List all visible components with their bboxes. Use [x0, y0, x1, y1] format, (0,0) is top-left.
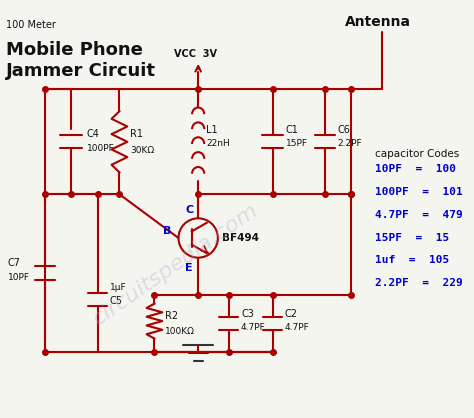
- Text: 2.2PF  =  229: 2.2PF = 229: [375, 278, 463, 288]
- Text: 10PF: 10PF: [8, 273, 30, 282]
- Text: 15PF  =  15: 15PF = 15: [375, 233, 456, 242]
- Text: C6: C6: [337, 125, 350, 135]
- Text: 22nH: 22nH: [206, 139, 230, 148]
- Text: C4: C4: [87, 130, 100, 140]
- Text: E: E: [185, 263, 193, 273]
- Text: VCC  3V: VCC 3V: [174, 48, 218, 59]
- Text: C1: C1: [286, 125, 299, 135]
- Text: 100KΩ: 100KΩ: [165, 327, 195, 336]
- Text: C3: C3: [241, 309, 254, 319]
- Text: C7: C7: [8, 258, 21, 268]
- Text: BF494: BF494: [222, 233, 259, 243]
- Text: 100PF: 100PF: [87, 143, 114, 153]
- Text: 1μF: 1μF: [110, 283, 127, 293]
- Text: C: C: [185, 205, 193, 215]
- Text: 30KΩ: 30KΩ: [130, 146, 155, 155]
- Text: capacitor Codes: capacitor Codes: [375, 149, 459, 159]
- Text: B: B: [163, 226, 172, 236]
- Text: Antenna: Antenna: [345, 15, 410, 29]
- Text: 4.7PF: 4.7PF: [285, 323, 310, 332]
- Text: 100 Meter: 100 Meter: [6, 20, 55, 30]
- Text: 2.2PF: 2.2PF: [337, 139, 362, 148]
- Text: C2: C2: [285, 309, 298, 319]
- Text: 1uf  =  105: 1uf = 105: [375, 255, 449, 265]
- Text: R2: R2: [165, 311, 179, 321]
- Text: L1: L1: [206, 125, 218, 135]
- Text: circuitspedia.com: circuitspedia.com: [90, 200, 263, 329]
- Text: 100PF  =  101: 100PF = 101: [375, 187, 463, 197]
- Text: C5: C5: [110, 296, 123, 306]
- Text: R1: R1: [130, 130, 144, 140]
- Text: Mobile Phone
Jammer Circuit: Mobile Phone Jammer Circuit: [6, 41, 156, 80]
- Text: 4.7PF: 4.7PF: [241, 323, 266, 332]
- Text: 10PF  =  100: 10PF = 100: [375, 164, 456, 174]
- Text: 15PF: 15PF: [286, 139, 308, 148]
- Text: 4.7PF  =  479: 4.7PF = 479: [375, 210, 463, 220]
